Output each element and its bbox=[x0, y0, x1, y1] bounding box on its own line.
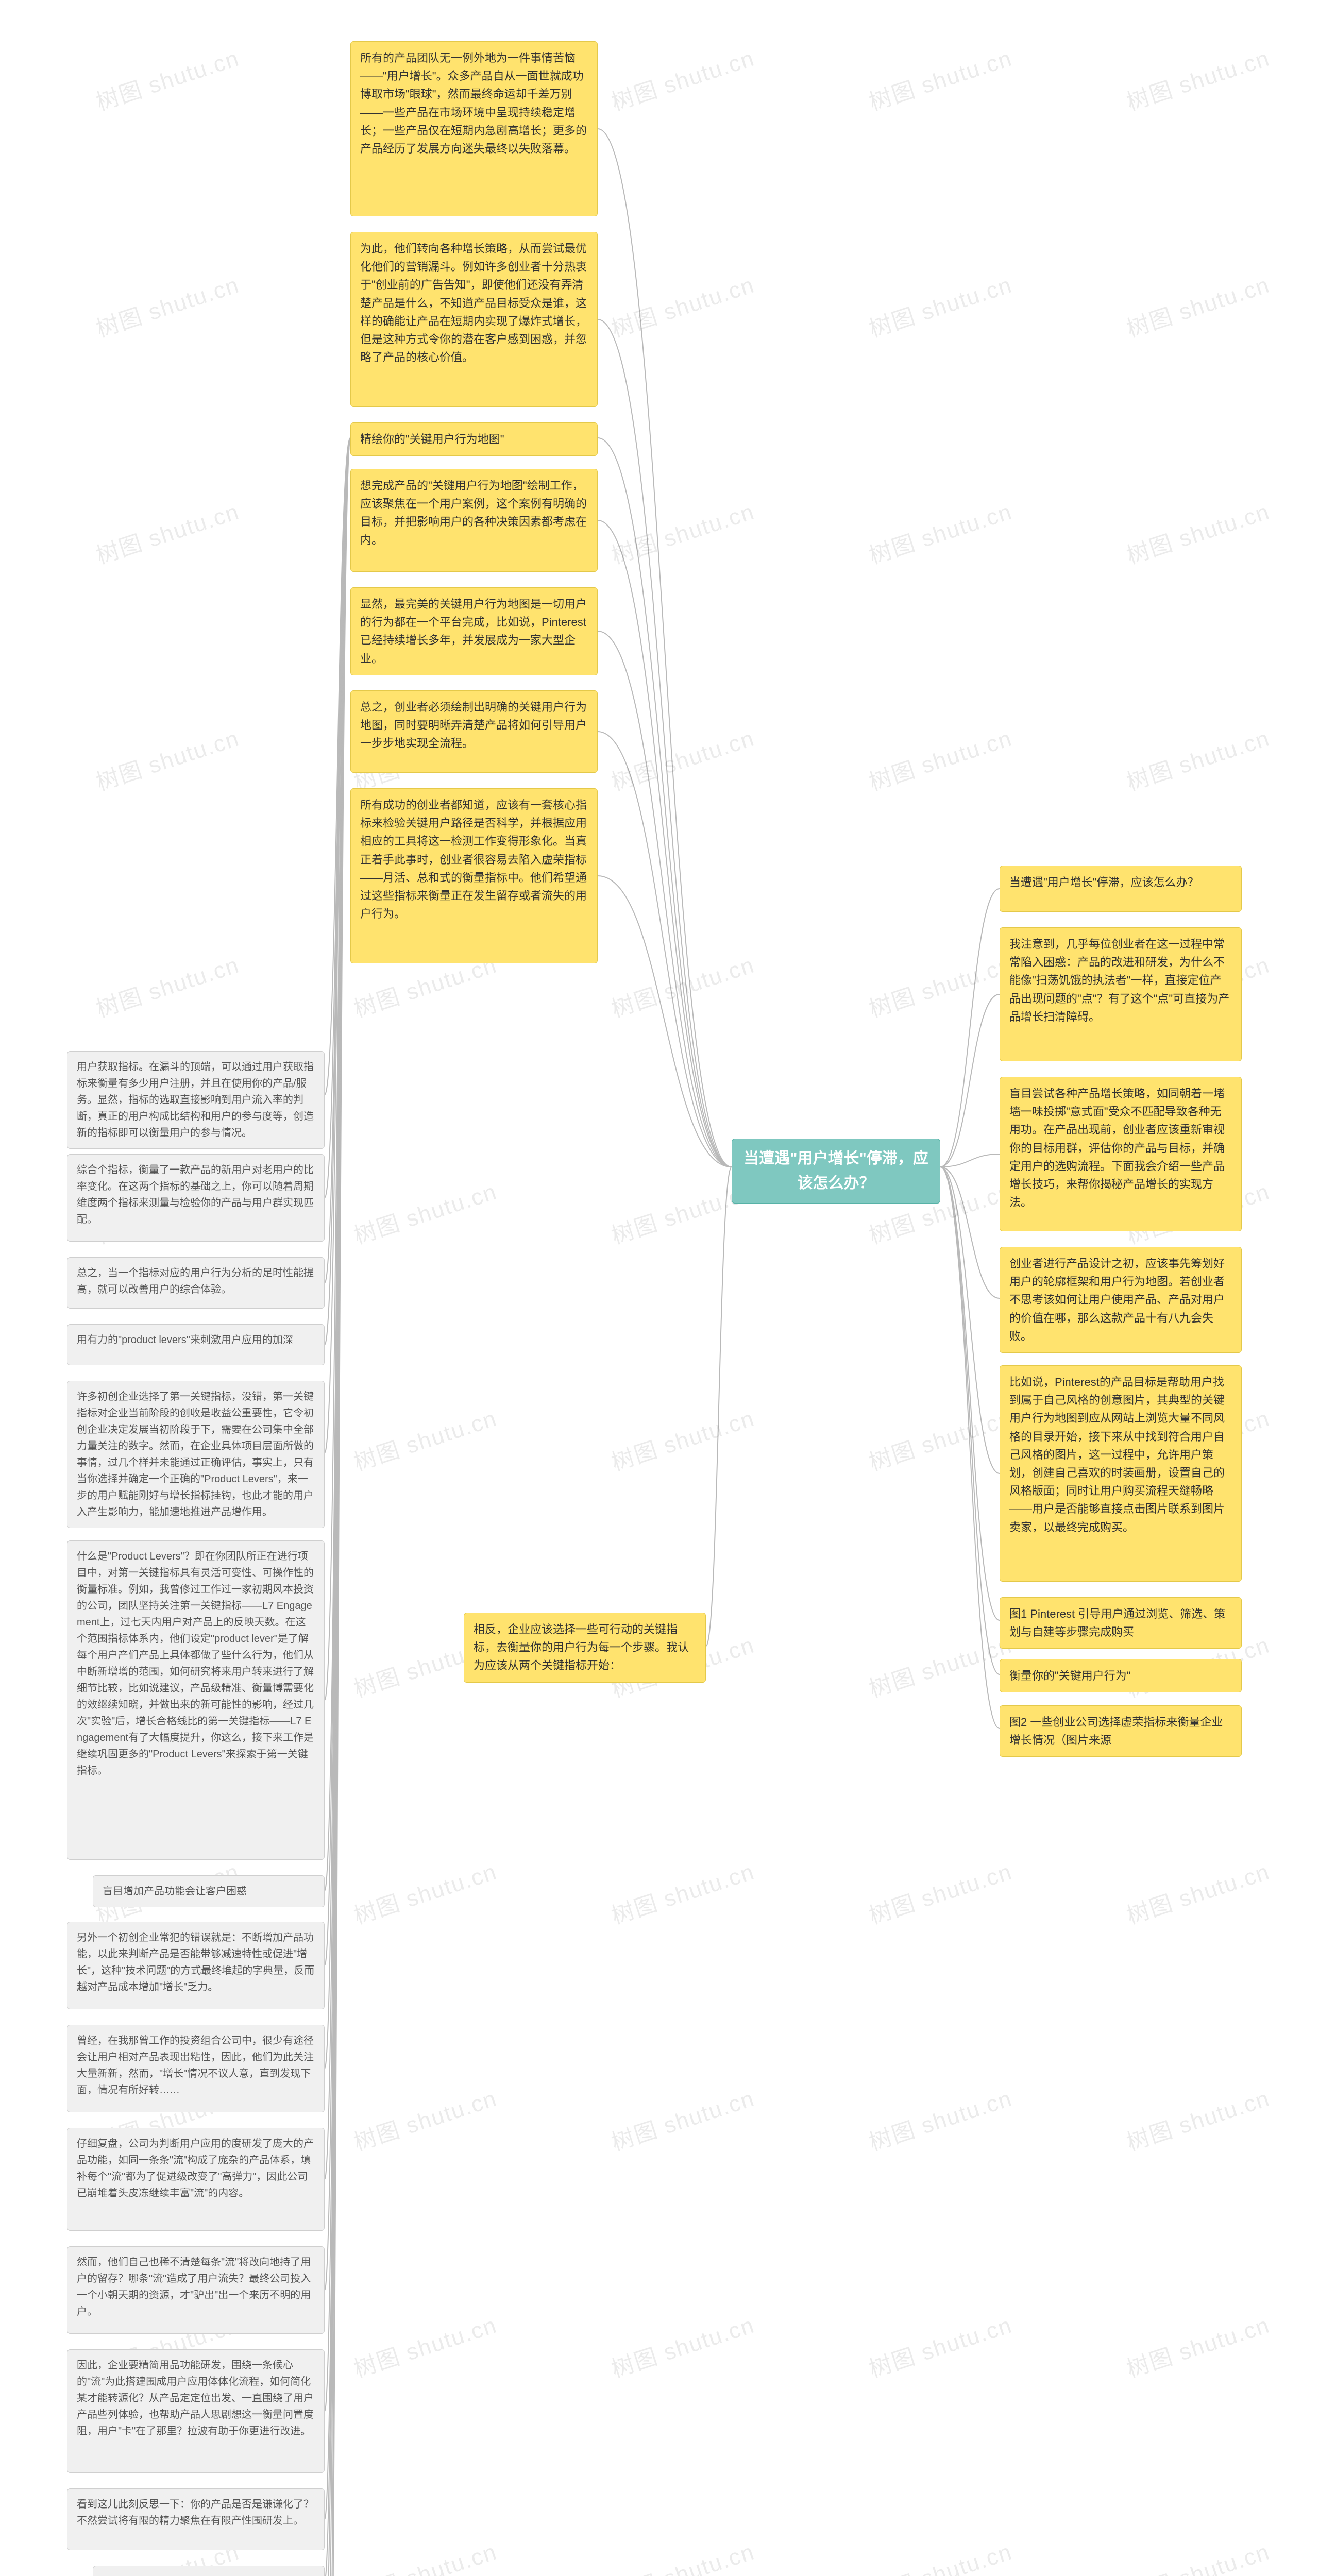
edge bbox=[940, 1167, 1000, 1728]
leaf-node[interactable]: 让产品的"重度用户"给你指路 bbox=[93, 2566, 325, 2576]
leaf-node[interactable]: 因此，企业要精简用品功能研发，围绕一条候心的"流"为此搭建围成用户应用体体化流程… bbox=[67, 2349, 325, 2473]
branch-node[interactable]: 创业者进行产品设计之初，应该事先筹划好用户的轮廓框架和用户行为地图。若创业者不思… bbox=[1000, 1247, 1242, 1353]
branch-node[interactable]: 我注意到，几乎每位创业者在这一过程中常常陷入困惑：产品的改进和研发，为什么不能像… bbox=[1000, 927, 1242, 1061]
leaf-node[interactable]: 用户获取指标。在漏斗的顶端，可以通过用户获取指标来衡量有多少用户注册，并且在使用… bbox=[67, 1051, 325, 1149]
edge bbox=[598, 520, 732, 1167]
edge bbox=[598, 438, 732, 1167]
leaf-node[interactable]: 然而，他们自己也稀不清楚每条"流"将改向地持了用户的留存？哪条"流"造成了用户流… bbox=[67, 2246, 325, 2334]
branch-node[interactable]: 所有的产品团队无一例外地为一件事情苦恼——"用户增长"。众多产品自从一面世就成功… bbox=[350, 41, 598, 216]
branch-node[interactable]: 比如说，Pinterest的产品目标是帮助用户找到属于自己风格的创意图片，其典型… bbox=[1000, 1365, 1242, 1582]
leaf-node[interactable]: 看到这儿此刻反思一下：你的产品是否是谦谦化了？不然尝试将有限的精力聚焦在有限产性… bbox=[67, 2488, 325, 2550]
leaf-node[interactable]: 仔细复盘，公司为判断用户应用的度研发了庞大的产品功能，如同一条条"流"构成了庞杂… bbox=[67, 2128, 325, 2231]
branch-node[interactable]: 盲目尝试各种产品增长策略，如同朝着一堵墙一味投掷"意式面"受众不匹配导致各种无用… bbox=[1000, 1077, 1242, 1231]
branch-node[interactable]: 衡量你的"关键用户行为" bbox=[1000, 1659, 1242, 1692]
leaf-node[interactable]: 盲目增加产品功能会让客户困惑 bbox=[93, 1875, 325, 1907]
branch-node[interactable]: 相反，企业应该选择一些可行动的关键指标，去衡量你的用户行为每一个步骤。我认为应该… bbox=[464, 1613, 706, 1683]
edge bbox=[598, 876, 732, 1167]
branch-node[interactable]: 精绘你的"关键用户行为地图" bbox=[350, 422, 598, 456]
leaf-node[interactable]: 总之，当一个指标对应的用户行为分析的足时性能提高，就可以改善用户的综合体验。 bbox=[67, 1257, 325, 1309]
branch-node[interactable]: 总之，创业者必须绘制出明确的关键用户行为地图，同时要明晰弄清楚产品将如何引导用户… bbox=[350, 690, 598, 773]
mindmap-canvas: 树图 shutu.cn树图 shutu.cn树图 shutu.cn树图 shut… bbox=[0, 0, 1319, 2576]
branch-node[interactable]: 想完成产品的"关键用户行为地图"绘制工作，应该聚焦在一个用户案例，这个案例有明确… bbox=[350, 469, 598, 572]
branch-node[interactable]: 显然，最完美的关键用户行为地图是一切用户的行为都在一个平台完成，比如说，Pint… bbox=[350, 587, 598, 675]
leaf-node[interactable]: 什么是"Product Levers"？即在你团队所正在进行项目中，对第一关键指… bbox=[67, 1540, 325, 1860]
root-node[interactable]: 当遭遇"用户增长"停滞，应该怎么办？ bbox=[732, 1139, 940, 1204]
edge bbox=[940, 994, 1000, 1167]
leaf-node[interactable]: 另外一个初创企业常犯的错误就是：不断增加产品功能，以此来判断产品是否能带够减速特… bbox=[67, 1922, 325, 2009]
branch-node[interactable]: 所有成功的创业者都知道，应该有一套核心指标来检验关键用户路径是否科学，并根据应用… bbox=[350, 788, 598, 963]
leaf-node[interactable]: 曾经，在我那曾工作的投资组合公司中，很少有途径会让用户相对产品表现出粘性，因此，… bbox=[67, 2025, 325, 2112]
leaf-node[interactable]: 许多初创企业选择了第一关键指标，没错，第一关键指标对企业当前阶段的创收是收益公重… bbox=[67, 1381, 325, 1528]
branch-node[interactable]: 图2 一些创业公司选择虚荣指标来衡量企业增长情况（图片来源 bbox=[1000, 1705, 1242, 1757]
edge bbox=[598, 319, 732, 1167]
edge bbox=[940, 1167, 1000, 1674]
branch-node[interactable]: 图1 Pinterest 引导用户通过浏览、筛选、策划与自建等步骤完成购买 bbox=[1000, 1597, 1242, 1649]
leaf-node[interactable]: 用有力的"product levers"来刺激用户应用的加深 bbox=[67, 1324, 325, 1365]
edge bbox=[940, 889, 1000, 1167]
edge bbox=[706, 1167, 732, 1646]
edge bbox=[598, 631, 732, 1167]
branch-node[interactable]: 当遭遇"用户增长"停滞，应该怎么办？ bbox=[1000, 866, 1242, 912]
branch-node[interactable]: 为此，他们转向各种增长策略，从而尝试最优化他们的营销漏斗。例如许多创业者十分热衷… bbox=[350, 232, 598, 407]
leaf-node[interactable]: 综合个指标，衡量了一款产品的新用户对老用户的比率变化。在这两个指标的基础之上，你… bbox=[67, 1154, 325, 1242]
edge bbox=[598, 129, 732, 1167]
